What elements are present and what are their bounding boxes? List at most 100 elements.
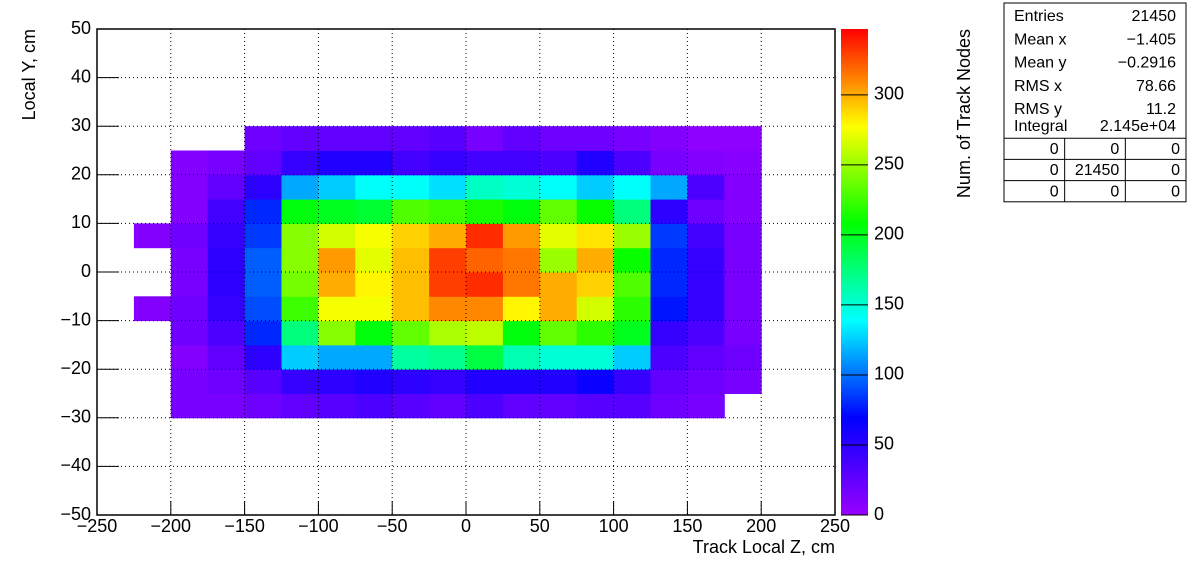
heatmap-cell (207, 223, 246, 249)
stats-cell: 0 (1171, 183, 1180, 200)
heatmap-cell (355, 344, 393, 370)
heatmap-cell (355, 393, 393, 419)
heatmap-cell (539, 174, 578, 200)
heatmap-cell (318, 174, 356, 200)
z-tick-label: 300 (874, 84, 904, 104)
x-tick-label: −150 (224, 516, 265, 536)
x-axis-title: Track Local Z, cm (693, 537, 835, 557)
heatmap-cell (207, 393, 246, 419)
heatmap-cell (687, 174, 725, 200)
heatmap-cell (650, 199, 688, 224)
stats-box: Entries 21450 Mean x −1.405 Mean y −0.2916 RMS… (1003, 2, 1187, 203)
heatmap-cell (502, 150, 541, 176)
heatmap-cell (724, 320, 762, 346)
heatmap-cell (650, 344, 688, 370)
heatmap-cell (244, 199, 282, 224)
heatmap-cell (429, 126, 467, 151)
heatmap-cell (724, 296, 762, 322)
x-tick-label: 150 (672, 516, 702, 536)
heatmap-cell (502, 393, 541, 419)
heatmap-cell (650, 296, 688, 322)
heatmap-cell (539, 344, 578, 370)
heatmap-cell (170, 296, 209, 322)
z-tick-label: 100 (874, 364, 904, 384)
heatmap-cell (502, 369, 541, 394)
heatmap-cell (429, 223, 467, 249)
heatmap-cell (576, 296, 615, 322)
stats-cell: 0 (1050, 162, 1059, 179)
x-tick-label: 100 (599, 516, 629, 536)
heatmap-cell (392, 296, 430, 322)
heatmap-cell (392, 272, 430, 297)
stats-frame (1003, 2, 1187, 203)
heatmap-cell (170, 369, 209, 394)
heatmap-cell (687, 344, 725, 370)
z-tick-label: 50 (874, 434, 894, 454)
z-axis-title: Num. of Track Nodes (954, 29, 974, 198)
heatmap-cell (244, 174, 282, 200)
heatmap-cell (207, 296, 246, 322)
heatmap-cell (244, 369, 282, 394)
heatmap-cell (502, 223, 541, 249)
stats-label: Integral (1014, 118, 1067, 135)
heatmap-cell (502, 126, 541, 151)
heatmap-cell (502, 344, 541, 370)
heatmap-cell (650, 174, 688, 200)
heatmap-cell (576, 247, 615, 273)
heatmap-cell (207, 247, 246, 273)
heatmap-cell (466, 296, 504, 322)
heatmap-cell (502, 320, 541, 346)
heatmap-cell (613, 199, 651, 224)
y-tick-label: 30 (71, 115, 91, 135)
heatmap-cell (244, 126, 282, 151)
heatmap-cell (318, 320, 356, 346)
heatmap-cell (613, 393, 651, 419)
heatmap-cell (244, 223, 282, 249)
heatmap-cell (687, 369, 725, 394)
heatmap-cell (539, 369, 578, 394)
heatmap-cell (466, 272, 504, 297)
heatmap-cell (207, 320, 246, 346)
heatmap-cell (576, 272, 615, 297)
heatmap-cell (207, 344, 246, 370)
heatmap-cell (502, 296, 541, 322)
heatmap-cell (576, 126, 615, 151)
heatmap-cell (466, 369, 504, 394)
x-tick-label: 200 (746, 516, 776, 536)
heatmap-cell (687, 150, 725, 176)
heatmap-cell (650, 393, 688, 419)
heatmap-cell (392, 174, 430, 200)
heatmap-cell (133, 296, 172, 322)
heatmap-cell (281, 126, 319, 151)
heatmap-cell (318, 393, 356, 419)
heatmap-cell (392, 320, 430, 346)
heatmap-cell (170, 223, 209, 249)
heatmap-cell (207, 150, 246, 176)
heatmap-cell (392, 126, 430, 151)
stats-value: −0.2916 (1118, 55, 1176, 72)
heatmap-cell (613, 272, 651, 297)
heatmap-cell (318, 296, 356, 322)
heatmap-cell (539, 199, 578, 224)
heatmap-cell (244, 296, 282, 322)
heatmap-cell (576, 174, 615, 200)
z-tick-label: 150 (874, 294, 904, 314)
heatmap-cell (281, 150, 319, 176)
heatmap-cell (613, 369, 651, 394)
heatmap-cell (687, 320, 725, 346)
heatmap-cell (281, 369, 319, 394)
stats-label: RMS y (1014, 101, 1062, 118)
x-tick-label: 250 (820, 516, 850, 536)
heatmap-cell (355, 223, 393, 249)
y-tick-label: 20 (71, 164, 91, 184)
heatmap-cell (355, 369, 393, 394)
heatmap-cell (539, 320, 578, 346)
stats-value: 11.2 (1146, 101, 1176, 118)
heatmap-cell (355, 247, 393, 273)
heatmap-cell (318, 272, 356, 297)
heatmap-cells (133, 126, 762, 419)
heatmap-cell (687, 199, 725, 224)
heatmap-cell (576, 223, 615, 249)
heatmap-cell (502, 174, 541, 200)
